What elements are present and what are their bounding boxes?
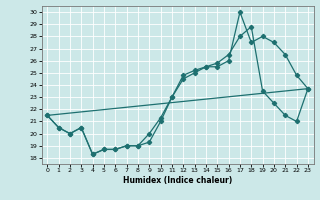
X-axis label: Humidex (Indice chaleur): Humidex (Indice chaleur) xyxy=(123,176,232,185)
